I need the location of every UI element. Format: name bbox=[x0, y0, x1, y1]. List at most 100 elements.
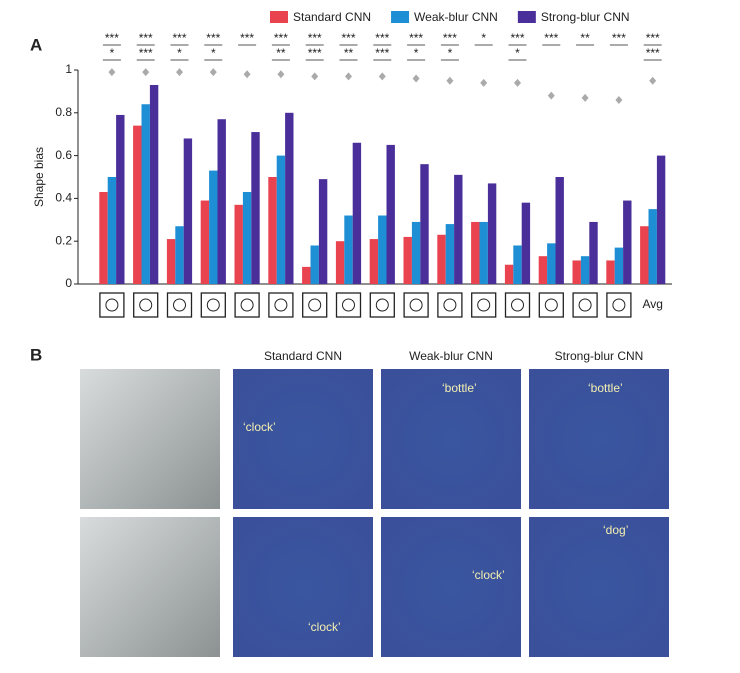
significance-label: *** bbox=[274, 31, 288, 45]
bar bbox=[521, 202, 531, 284]
bar bbox=[471, 221, 480, 284]
bar bbox=[99, 191, 108, 284]
bar bbox=[487, 183, 497, 284]
category-icon-glyph bbox=[443, 298, 457, 312]
heatmap-image bbox=[529, 517, 669, 657]
category-icon bbox=[335, 292, 362, 318]
category-icon bbox=[606, 292, 632, 318]
heatmap-label: ‘bottle’ bbox=[588, 381, 623, 395]
legend-swatch bbox=[391, 11, 410, 23]
stylized-image bbox=[80, 369, 220, 509]
bar bbox=[547, 243, 556, 284]
legend-label: Standard CNN bbox=[293, 10, 371, 24]
category-icon bbox=[234, 292, 260, 318]
heatmap-image bbox=[381, 517, 521, 657]
category-icon-glyph bbox=[511, 298, 524, 312]
heatmap-image bbox=[529, 369, 669, 509]
bar bbox=[335, 241, 345, 284]
bar bbox=[420, 164, 429, 284]
bar bbox=[302, 266, 311, 284]
reference-marker bbox=[547, 91, 555, 100]
bar bbox=[217, 119, 226, 284]
reference-marker bbox=[378, 72, 386, 81]
bar bbox=[268, 177, 277, 284]
bar bbox=[614, 247, 624, 284]
category-icon bbox=[538, 292, 564, 318]
reference-marker bbox=[277, 70, 285, 79]
bar bbox=[445, 224, 455, 284]
category-icon-glyph bbox=[342, 298, 355, 312]
heatmap-label: ‘clock’ bbox=[308, 620, 341, 634]
y-tick-label: 0 bbox=[65, 276, 72, 290]
stylized-image bbox=[80, 517, 220, 657]
significance-label: *** bbox=[206, 31, 220, 45]
y-tick-label: 0.8 bbox=[55, 105, 72, 119]
significance-label: * bbox=[481, 31, 486, 45]
bar bbox=[437, 234, 446, 284]
significance-label: *** bbox=[240, 31, 254, 45]
bar bbox=[149, 84, 159, 284]
category-icon-glyph bbox=[139, 298, 153, 312]
legend-swatch bbox=[517, 11, 536, 23]
bar bbox=[166, 239, 176, 284]
column-header: Strong-blur CNN bbox=[555, 349, 644, 363]
bar bbox=[175, 226, 184, 284]
bar bbox=[318, 179, 328, 284]
category-icon bbox=[200, 292, 226, 318]
bar bbox=[656, 155, 666, 284]
heatmap-label: ‘clock’ bbox=[472, 568, 505, 582]
heatmap-image bbox=[381, 369, 521, 509]
panel-label: B bbox=[30, 345, 42, 364]
significance-label: *** bbox=[646, 46, 660, 60]
significance-label: *** bbox=[409, 31, 423, 45]
bar bbox=[200, 200, 210, 284]
category-icon bbox=[99, 292, 125, 318]
category-icon bbox=[403, 292, 429, 318]
category-icon-glyph bbox=[612, 298, 626, 312]
bar bbox=[310, 245, 319, 284]
category-icon-glyph bbox=[375, 298, 389, 312]
bar bbox=[555, 177, 564, 284]
bar bbox=[344, 215, 353, 284]
reference-marker bbox=[176, 68, 183, 77]
bar bbox=[276, 155, 286, 284]
significance-label: *** bbox=[139, 31, 153, 45]
bar bbox=[209, 170, 218, 284]
significance-label: ** bbox=[580, 31, 590, 45]
significance-label: *** bbox=[375, 31, 389, 45]
y-tick-label: 0.4 bbox=[55, 191, 72, 205]
category-icon bbox=[572, 292, 598, 318]
bar bbox=[251, 132, 260, 284]
reference-marker bbox=[514, 78, 521, 87]
bar bbox=[141, 104, 150, 285]
category-icon bbox=[133, 292, 159, 318]
significance-label: * bbox=[177, 46, 182, 60]
bar bbox=[572, 260, 581, 284]
bar bbox=[606, 260, 615, 284]
reference-marker bbox=[581, 93, 589, 102]
reference-marker bbox=[108, 68, 116, 77]
bar bbox=[378, 215, 387, 284]
bar bbox=[411, 221, 421, 284]
reference-marker bbox=[480, 78, 488, 87]
category-icon-glyph bbox=[308, 298, 322, 312]
category-icon-glyph bbox=[105, 298, 119, 312]
significance-label: *** bbox=[308, 46, 322, 60]
bar bbox=[369, 239, 379, 284]
bar bbox=[640, 226, 649, 284]
reference-marker bbox=[243, 70, 251, 79]
bar bbox=[386, 144, 395, 284]
reference-marker bbox=[446, 76, 454, 85]
bar bbox=[403, 236, 412, 284]
significance-label: * bbox=[414, 46, 419, 60]
significance-label: * bbox=[211, 46, 216, 60]
bar bbox=[107, 177, 117, 284]
reference-marker bbox=[412, 74, 420, 83]
significance-label: * bbox=[448, 46, 453, 60]
significance-label: *** bbox=[308, 31, 322, 45]
significance-label: *** bbox=[172, 31, 186, 45]
category-icon bbox=[166, 292, 193, 318]
heatmap-label: ‘bottle’ bbox=[442, 381, 477, 395]
reference-marker bbox=[649, 76, 657, 85]
significance-label: *** bbox=[105, 31, 119, 45]
